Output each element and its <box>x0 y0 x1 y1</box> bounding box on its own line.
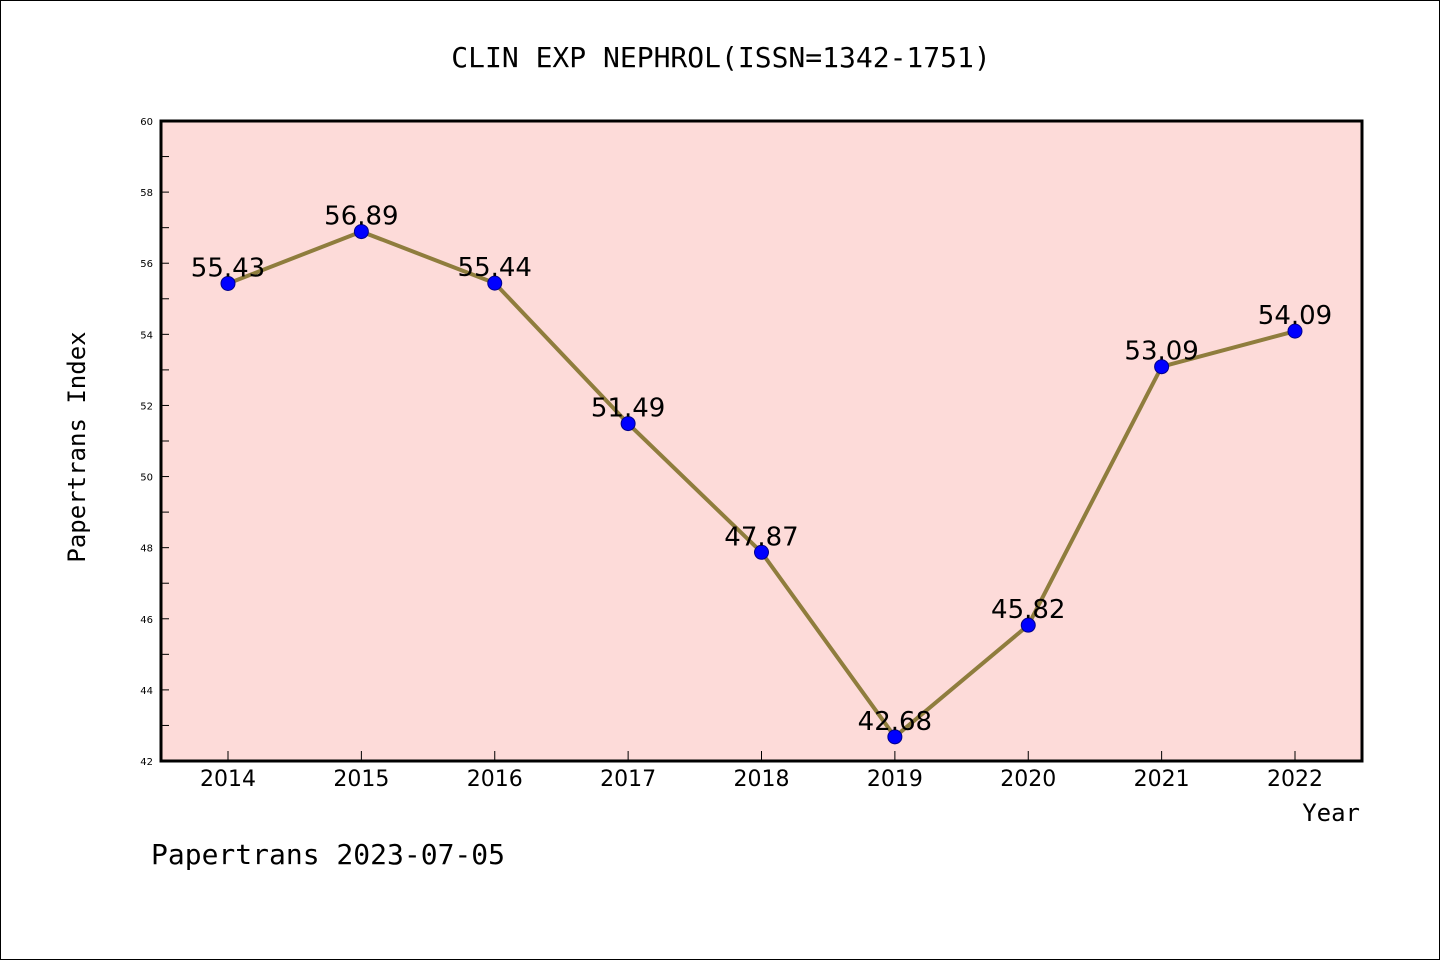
x-tick-label: 2016 <box>467 767 523 792</box>
data-point <box>220 275 236 291</box>
x-tick-label: 2022 <box>1267 767 1323 792</box>
y-tick-label: 56 <box>140 259 153 270</box>
y-tick-label: 42 <box>140 757 153 768</box>
x-tick-label: 2018 <box>734 767 790 792</box>
x-tick-label: 2021 <box>1134 767 1190 792</box>
footer-text: Papertrans 2023-07-05 <box>151 838 505 871</box>
data-point <box>1020 617 1036 633</box>
x-axis: 2014 2015 2016 2017 2018 2019 2020 2021 2022 <box>200 751 1323 792</box>
data-point <box>620 416 636 432</box>
x-tick-label: 2015 <box>333 767 389 792</box>
data-label: 56.89 <box>324 202 398 232</box>
data-label: 54.09 <box>1258 301 1332 331</box>
data-point <box>754 544 769 560</box>
x-tick-label: 2014 <box>200 767 256 792</box>
data-point <box>487 275 503 291</box>
data-label: 55.43 <box>191 253 265 283</box>
y-tick-label: 44 <box>140 686 153 697</box>
x-tick-label: 2017 <box>600 767 656 792</box>
x-tick-label: 2020 <box>1000 767 1056 792</box>
data-point <box>1287 323 1303 339</box>
data-label: 55.44 <box>458 253 532 283</box>
series-layer: 55.43 56.89 55.44 51.49 47.87 42.68 45.82 53.09… <box>191 202 1332 745</box>
data-label: 47.87 <box>724 522 798 552</box>
data-label: 42.68 <box>858 707 932 737</box>
y-tick-label: 60 <box>140 117 153 128</box>
data-label: 53.09 <box>1124 337 1198 367</box>
y-tick-label: 50 <box>140 473 153 484</box>
x-tick-label: 2019 <box>867 767 923 792</box>
y-tick-label: 46 <box>140 615 153 626</box>
y-axis-title: Papertrans Index <box>63 331 91 562</box>
data-label: 51.49 <box>591 394 665 424</box>
y-tick-label: 54 <box>140 330 153 341</box>
data-point <box>887 729 903 745</box>
data-label: 45.82 <box>991 595 1065 625</box>
data-point <box>1154 359 1170 375</box>
data-point <box>353 224 369 240</box>
y-tick-label: 52 <box>140 401 153 412</box>
chart-title: CLIN EXP NEPHROL(ISSN=1342-1751) <box>451 41 990 74</box>
y-tick-label: 58 <box>140 188 153 199</box>
y-axis: 42 44 46 48 50 52 54 56 58 60 <box>140 117 169 768</box>
y-tick-label: 48 <box>140 544 153 555</box>
x-axis-title: Year <box>1302 799 1360 827</box>
